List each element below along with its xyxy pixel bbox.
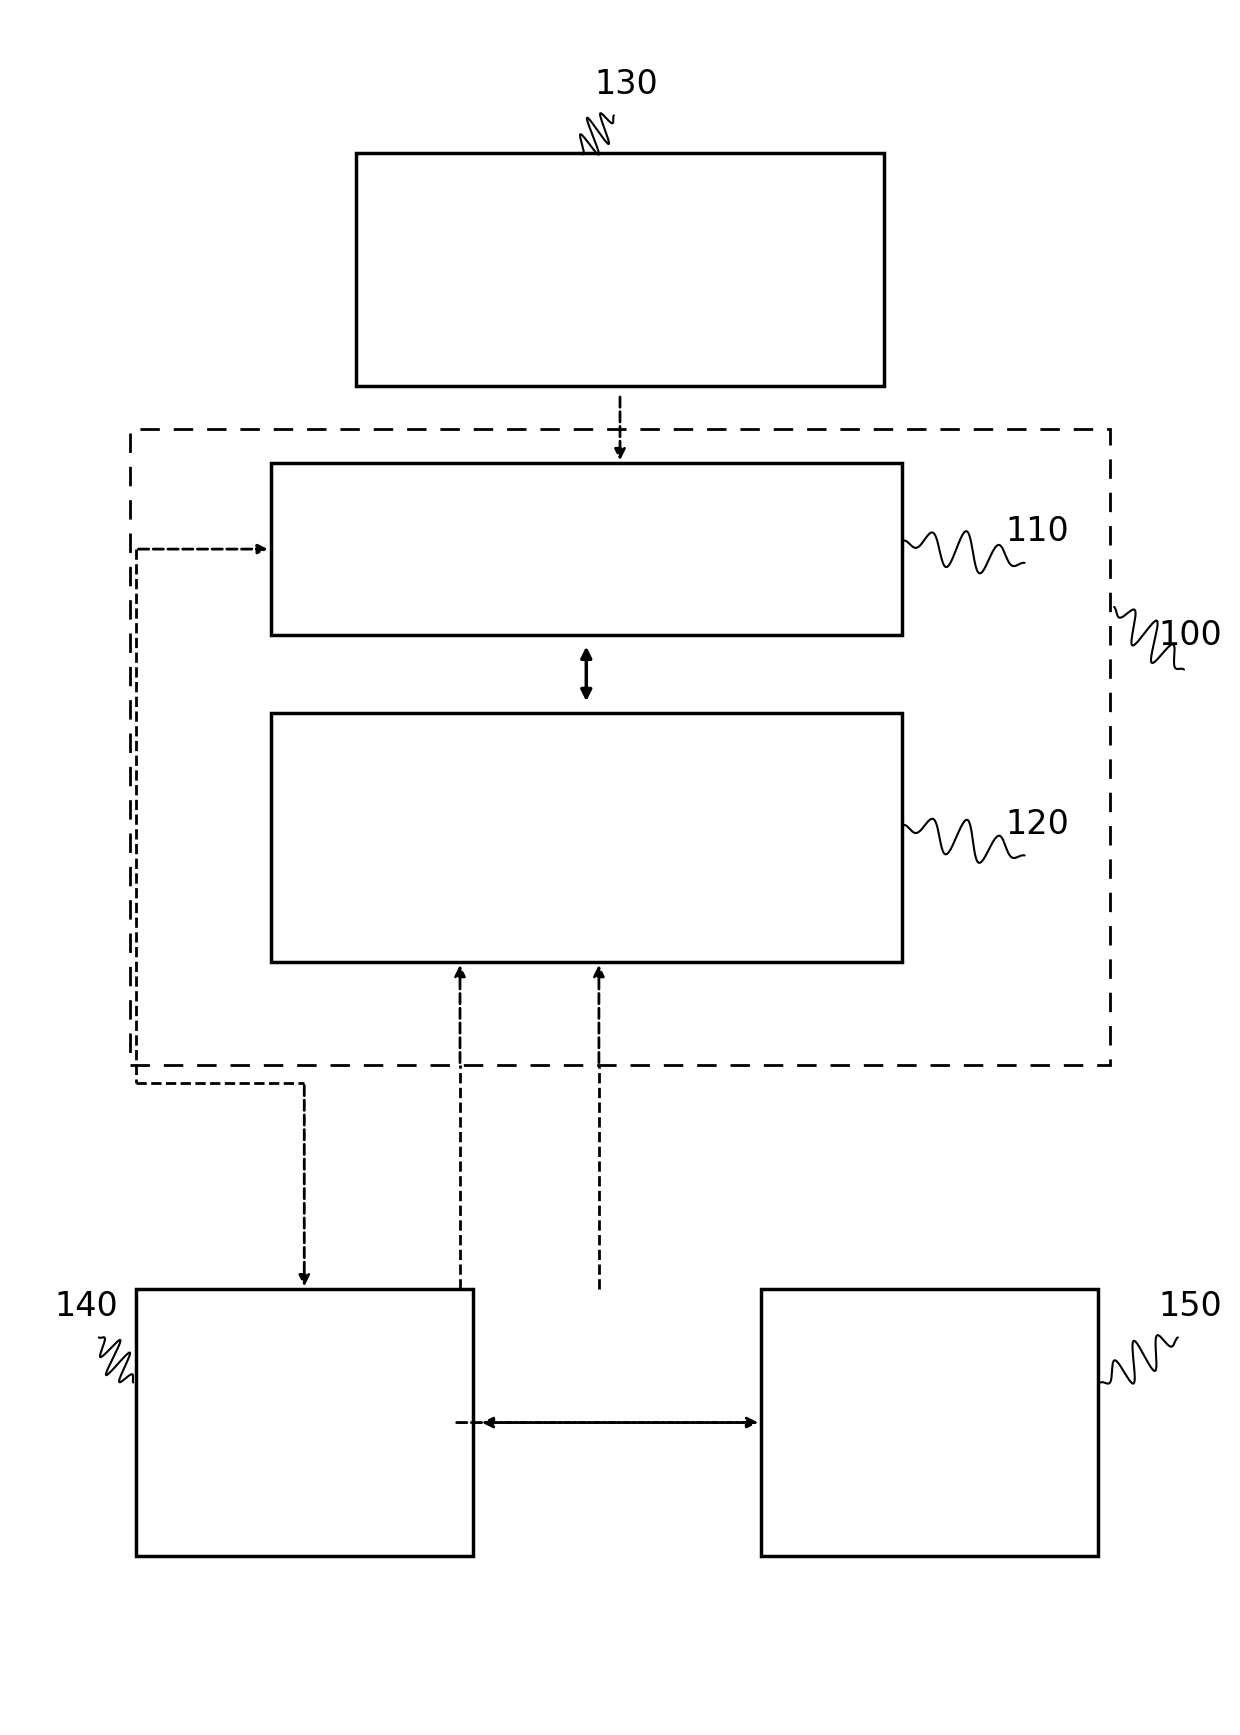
- Bar: [270, 463, 901, 635]
- Text: 120: 120: [1004, 809, 1069, 841]
- Text: 110: 110: [1004, 515, 1069, 548]
- Text: 150: 150: [1158, 1289, 1221, 1322]
- Text: 130: 130: [594, 68, 658, 101]
- Bar: [135, 1289, 472, 1556]
- Bar: [129, 429, 1111, 1065]
- Text: 140: 140: [55, 1289, 119, 1322]
- Text: 100: 100: [1158, 619, 1221, 652]
- Bar: [356, 153, 884, 385]
- Bar: [761, 1289, 1099, 1556]
- Bar: [270, 713, 901, 963]
